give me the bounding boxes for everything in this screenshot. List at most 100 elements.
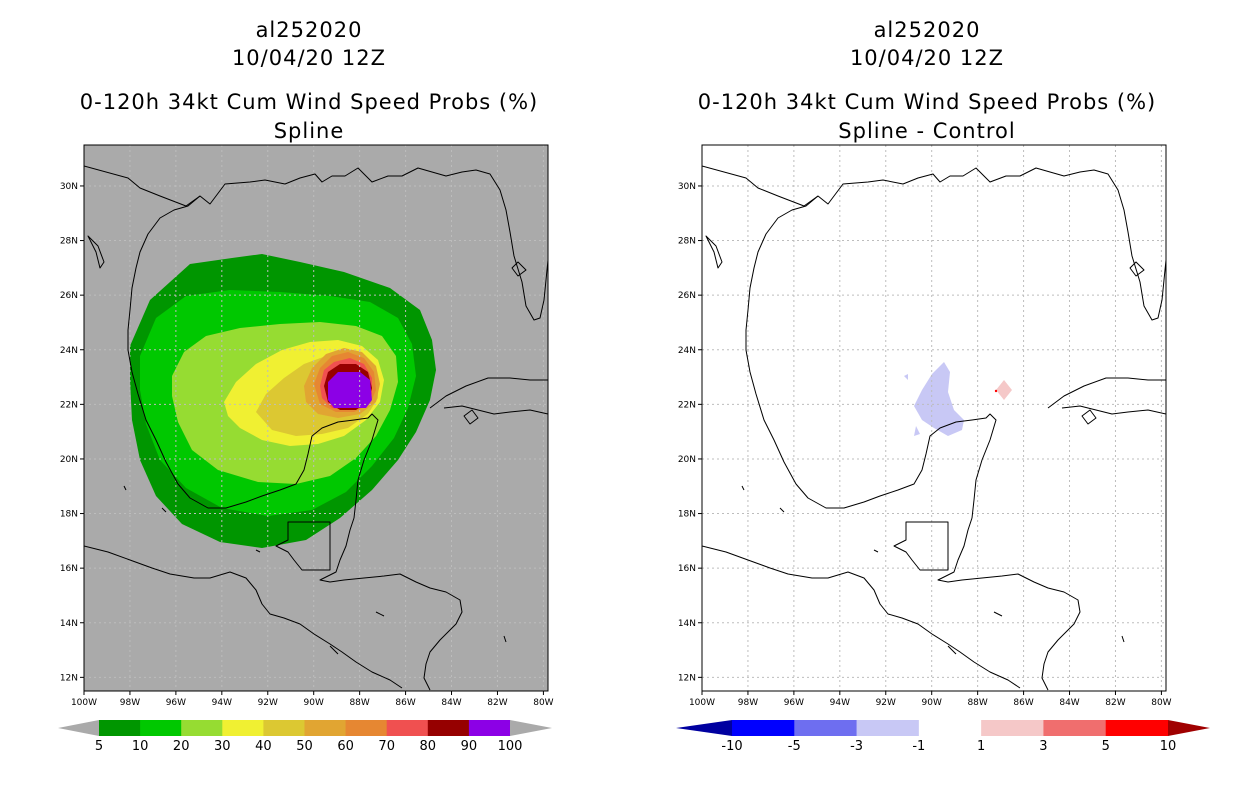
coastline bbox=[702, 165, 1166, 321]
right-map: 30N 28N 26N 24N 22N 20N 18N 16N 14N 12N 100W 98W 96W… bbox=[676, 144, 1210, 754]
right-colorbar-label: -1 bbox=[912, 739, 925, 754]
lat-tick-label: 20N bbox=[678, 455, 696, 465]
lon-tick-label: 82W bbox=[1105, 698, 1125, 708]
left-colorbar-low-end bbox=[58, 720, 99, 736]
difference-area-negative bbox=[914, 426, 920, 436]
lon-tick-label: 94W bbox=[830, 698, 850, 708]
left-colorbar-label: 10 bbox=[132, 739, 149, 754]
coastline bbox=[741, 485, 879, 553]
left-colorbar-high-end bbox=[510, 720, 552, 736]
coastline bbox=[745, 195, 997, 519]
difference-area-positive bbox=[996, 380, 1012, 400]
coastline bbox=[87, 235, 105, 269]
lat-tick-label: 30N bbox=[678, 182, 696, 192]
left-datetime: 10/04/20 12Z bbox=[231, 46, 387, 70]
lat-tick-label: 16N bbox=[60, 564, 78, 574]
coastline bbox=[893, 521, 949, 571]
lon-tick-label: 100W bbox=[71, 698, 97, 708]
lon-tick-label: 86W bbox=[1013, 698, 1033, 708]
right-colorbar-label: 3 bbox=[1039, 739, 1047, 754]
left-colorbar-bin bbox=[140, 720, 182, 736]
left-colorbar-bin bbox=[99, 720, 141, 736]
lat-tick-label: 14N bbox=[678, 619, 696, 629]
lat-tick-label: 16N bbox=[678, 564, 696, 574]
right-colorbar-bin bbox=[981, 720, 1044, 736]
lat-tick-label: 14N bbox=[60, 619, 78, 629]
left-colorbar-label: 100 bbox=[498, 739, 523, 754]
left-storm-id: al252020 bbox=[255, 18, 363, 42]
coastline bbox=[319, 517, 463, 691]
left-colorbar-label: 5 bbox=[95, 739, 103, 754]
left-colorbar-bin bbox=[181, 720, 223, 736]
lat-tick-label: 22N bbox=[60, 400, 78, 410]
lat-tick-label: 24N bbox=[60, 346, 78, 356]
lat-tick-label: 28N bbox=[60, 237, 78, 247]
right-product-title: 0-120h 34kt Cum Wind Speed Probs (%) bbox=[697, 90, 1157, 114]
left-colorbar-label: 50 bbox=[296, 739, 313, 754]
right-colorbar-bin bbox=[856, 720, 920, 736]
right-colorbar-bin bbox=[794, 720, 858, 736]
right-colorbar-bin bbox=[732, 720, 795, 736]
lat-tick-label: 30N bbox=[60, 182, 78, 192]
lat-tick-label: 26N bbox=[60, 291, 78, 301]
lat-tick-label: 20N bbox=[60, 455, 78, 465]
left-colorbar-label: 60 bbox=[337, 739, 354, 754]
coastline bbox=[84, 165, 548, 321]
right-datetime: 10/04/20 12Z bbox=[849, 46, 1005, 70]
lat-tick-label: 12N bbox=[678, 673, 696, 683]
right-colorbar-bin bbox=[918, 720, 982, 736]
lon-tick-label: 80W bbox=[1151, 698, 1171, 708]
lon-tick-label: 98W bbox=[738, 698, 758, 708]
lat-tick-label: 28N bbox=[678, 237, 696, 247]
left-colorbar-label: 70 bbox=[378, 739, 395, 754]
lat-tick-label: 24N bbox=[678, 346, 696, 356]
coastline bbox=[463, 409, 479, 425]
coastline bbox=[123, 485, 261, 553]
lon-tick-label: 96W bbox=[784, 698, 804, 708]
lon-tick-label: 80W bbox=[533, 698, 553, 708]
left-map-frame bbox=[83, 144, 549, 692]
right-colorbar-low-end bbox=[676, 720, 732, 736]
lon-tick-label: 86W bbox=[395, 698, 415, 708]
coastline bbox=[1047, 377, 1166, 409]
lat-tick-label: 12N bbox=[60, 673, 78, 683]
coastline bbox=[443, 405, 548, 415]
lon-tick-label: 100W bbox=[689, 698, 715, 708]
lon-tick-label: 84W bbox=[1059, 698, 1079, 708]
right-colorbar-label: -5 bbox=[788, 739, 801, 754]
right-colorbar-label: -10 bbox=[721, 739, 742, 754]
left-map-panel: al252020 10/04/20 12Z 0-120h 34kt Cum Wi… bbox=[58, 18, 554, 754]
left-colorbar-bin bbox=[345, 720, 388, 736]
coastline bbox=[937, 517, 1081, 691]
lon-tick-label: 82W bbox=[487, 698, 507, 708]
right-colorbar-bin bbox=[1105, 720, 1169, 736]
right-colorbar-label: -3 bbox=[850, 739, 863, 754]
coastline bbox=[511, 261, 527, 277]
coastline bbox=[947, 611, 1125, 655]
right-colorbar-label: 5 bbox=[1102, 739, 1110, 754]
left-colorbar-label: 80 bbox=[420, 739, 437, 754]
right-colorbar-label: 1 bbox=[977, 739, 985, 754]
left-subtitle: Spline bbox=[273, 119, 345, 143]
coastline bbox=[705, 235, 723, 269]
right-colorbar-label: 10 bbox=[1160, 739, 1177, 754]
lon-tick-label: 90W bbox=[922, 698, 942, 708]
right-storm-id: al252020 bbox=[873, 18, 981, 42]
probability-contour-90 bbox=[328, 372, 372, 408]
lon-tick-label: 94W bbox=[212, 698, 232, 708]
left-colorbar-bin bbox=[263, 720, 305, 736]
lon-tick-label: 92W bbox=[258, 698, 278, 708]
left-colorbar-bin bbox=[222, 720, 264, 736]
left-map: 30N 28N 26N 24N 22N 20N 18N 16N 14N 12N 100W 98W 96W… bbox=[58, 144, 554, 754]
coastline bbox=[702, 545, 1021, 689]
coastline bbox=[1061, 405, 1166, 415]
lon-tick-label: 88W bbox=[967, 698, 987, 708]
coastline bbox=[1081, 409, 1097, 425]
lat-tick-label: 18N bbox=[60, 510, 78, 520]
lat-tick-label: 26N bbox=[678, 291, 696, 301]
lon-tick-label: 96W bbox=[166, 698, 186, 708]
lon-tick-label: 90W bbox=[304, 698, 324, 708]
coastline bbox=[84, 545, 403, 689]
coastline bbox=[127, 195, 379, 519]
lon-tick-label: 84W bbox=[441, 698, 461, 708]
